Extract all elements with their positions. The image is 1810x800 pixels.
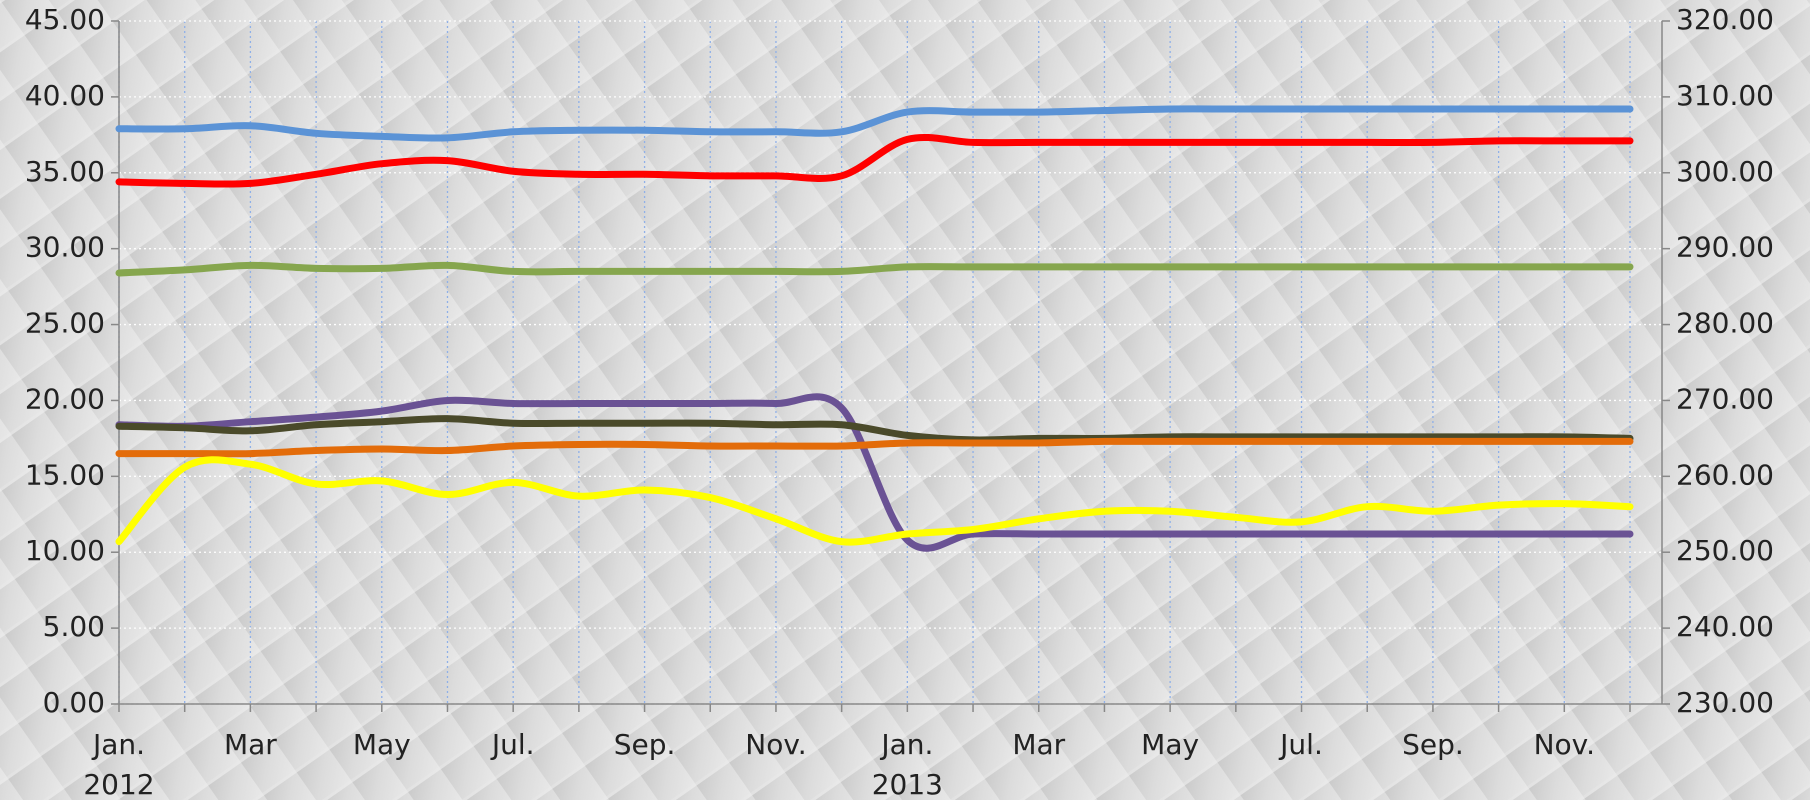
- x-tick-label: May: [1141, 728, 1199, 761]
- y2-tick-label: 230.00: [1676, 686, 1774, 719]
- y-tick-label: 5.00: [43, 610, 105, 643]
- y2-tick-label: 260.00: [1676, 458, 1774, 491]
- y2-tick-label: 310.00: [1676, 79, 1774, 112]
- x-tick-label: Jan. 2012: [83, 728, 154, 800]
- y-tick-label: 30.00: [25, 231, 105, 264]
- series-line: [115, 261, 1634, 277]
- series-line: [115, 415, 1634, 444]
- x-tick-label: Nov.: [745, 728, 806, 761]
- y2-tick-label: 300.00: [1676, 155, 1774, 188]
- y2-tick-label: 290.00: [1676, 231, 1774, 264]
- y2-tick-label: 320.00: [1676, 3, 1774, 36]
- x-tick-label: Jul.: [490, 728, 535, 761]
- y2-tick-label: 250.00: [1676, 534, 1774, 567]
- y-tick-label: 0.00: [43, 686, 105, 719]
- y-tick-label: 20.00: [25, 382, 105, 415]
- x-tick-label: Jul.: [1278, 728, 1323, 761]
- y-tick-label: 45.00: [25, 3, 105, 36]
- x-tick-label: Mar: [224, 728, 277, 761]
- series-line: [115, 105, 1634, 142]
- y2-tick-label: 270.00: [1676, 382, 1774, 415]
- y-tick-label: 40.00: [25, 79, 105, 112]
- series-line: [115, 133, 1634, 188]
- x-tick-label: Sep.: [1402, 728, 1464, 761]
- series-line: [115, 393, 1634, 552]
- y-tick-label: 15.00: [25, 458, 105, 491]
- series-line: [115, 437, 1634, 458]
- x-tick-label: May: [353, 728, 411, 761]
- x-tick-label: Nov.: [1534, 728, 1595, 761]
- y-tick-label: 10.00: [25, 534, 105, 567]
- y-tick-label: 35.00: [25, 155, 105, 188]
- x-tick-label: Jan. 2013: [872, 728, 943, 800]
- x-tick-label: Mar: [1012, 728, 1065, 761]
- y2-tick-label: 280.00: [1676, 307, 1774, 340]
- y-tick-label: 25.00: [25, 307, 105, 340]
- series-line: [115, 456, 1634, 546]
- y2-tick-label: 240.00: [1676, 610, 1774, 643]
- x-tick-label: Sep.: [614, 728, 676, 761]
